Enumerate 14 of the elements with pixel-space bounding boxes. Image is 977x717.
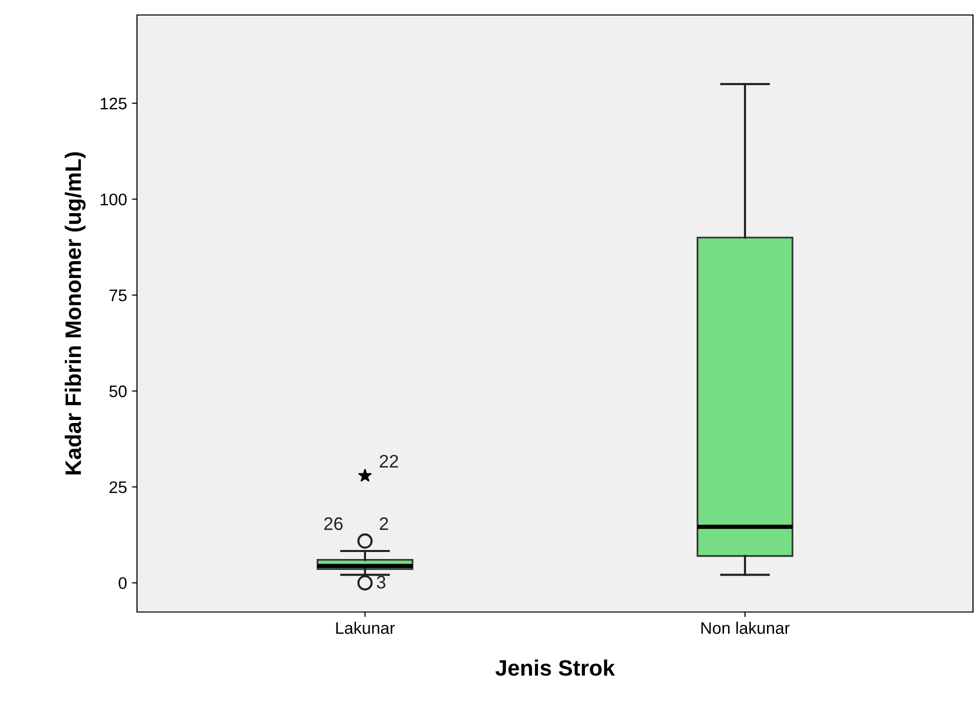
y-tick-label: 0	[118, 577, 127, 590]
y-tick-label: 125	[100, 98, 127, 110]
annotation: 26	[324, 517, 343, 530]
y-tick-label: 100	[100, 194, 127, 206]
y-tick-label: 50	[109, 385, 127, 398]
x-tick-label: Lakunar	[336, 622, 395, 634]
annotation: 2	[380, 517, 388, 530]
x-tick-label: Non lakunar	[701, 622, 790, 634]
y-axis-title: Kadar Fibrin Monomer (ug/mL)	[64, 152, 86, 474]
y-tick-label: 25	[110, 481, 127, 494]
y-tick-label: 75	[110, 290, 127, 302]
x-axis-title: Jenis Strok	[495, 659, 615, 676]
annotation: 22	[380, 454, 398, 468]
annotation: 3	[376, 576, 386, 589]
